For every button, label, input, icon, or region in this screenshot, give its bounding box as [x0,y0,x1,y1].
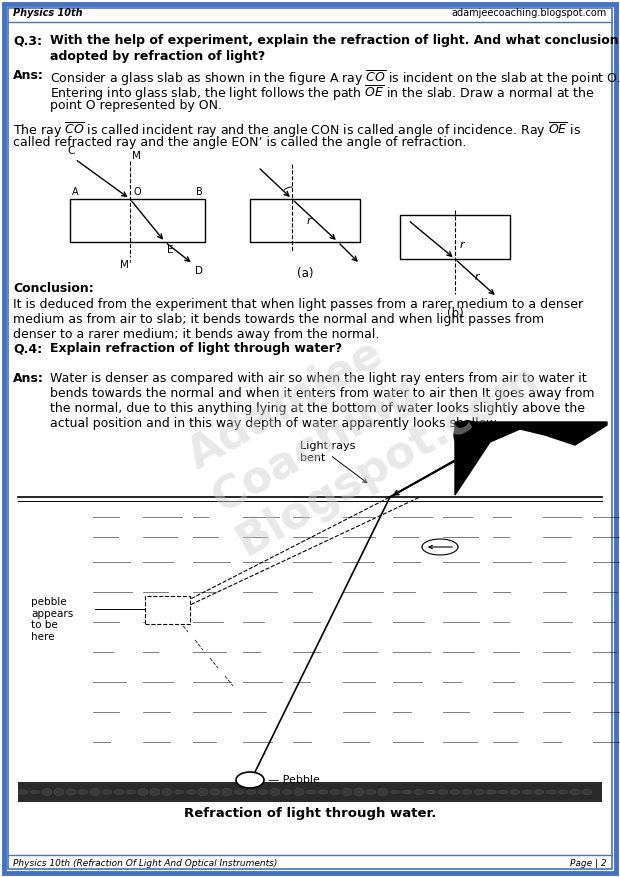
Bar [145,596,190,624]
Ellipse shape [114,788,124,795]
Ellipse shape [126,790,136,794]
Text: E: E [167,245,174,255]
Ellipse shape [66,788,76,795]
Ellipse shape [174,790,184,794]
Ellipse shape [438,788,448,795]
Text: Light rays
bent: Light rays bent [300,441,355,463]
Ellipse shape [236,772,264,788]
Ellipse shape [54,788,64,795]
Ellipse shape [390,788,400,795]
Ellipse shape [162,788,172,795]
Ellipse shape [474,789,484,795]
Ellipse shape [18,789,28,795]
Ellipse shape [318,789,328,795]
Text: Page | 2: Page | 2 [570,859,607,867]
Ellipse shape [534,789,544,795]
Text: r: r [475,272,480,282]
Ellipse shape [582,789,592,795]
Ellipse shape [522,790,532,795]
Text: M': M' [120,260,131,270]
Text: O: O [133,187,141,197]
Text: bends towards the normal and when it enters from water to air then It goes away : bends towards the normal and when it ent… [50,387,595,400]
Text: Adamjee
Coaching
Blogspot.com: Adamjee Coaching Blogspot.com [180,270,547,564]
Text: adamjeecoaching.blogspot.com: adamjeecoaching.blogspot.com [452,8,607,18]
Ellipse shape [234,788,244,795]
Text: The ray $\overline{CO}$ is called incident ray and the angle CON is called angle: The ray $\overline{CO}$ is called incide… [13,121,581,140]
Ellipse shape [330,789,340,795]
Ellipse shape [354,788,364,796]
Ellipse shape [570,790,580,794]
Ellipse shape [510,789,520,795]
Text: — Pebble: — Pebble [268,775,320,785]
Ellipse shape [42,789,52,795]
Text: B: B [197,187,203,197]
Ellipse shape [102,789,112,795]
Text: adopted by refraction of light?: adopted by refraction of light? [50,50,265,63]
Text: (b): (b) [446,307,463,320]
Bar [70,199,205,242]
Bar [400,215,510,259]
Text: Q.3:: Q.3: [13,34,42,47]
Ellipse shape [30,788,40,795]
Text: With the help of experiment, explain the refraction of light. And what conclusio: With the help of experiment, explain the… [50,34,620,47]
Bar [13,422,607,802]
Text: pebble
appears
to be
here: pebble appears to be here [31,597,73,642]
Text: r: r [460,240,464,250]
Ellipse shape [426,790,436,794]
Bar [250,199,360,242]
Text: Explain refraction of light through water?: Explain refraction of light through wate… [50,342,342,355]
Ellipse shape [150,790,160,794]
Text: A: A [72,187,79,197]
Ellipse shape [282,788,292,795]
Text: (a): (a) [297,267,313,280]
Text: Ans:: Ans: [13,69,44,82]
Text: D: D [195,266,203,276]
Ellipse shape [138,790,148,794]
Text: Conclusion:: Conclusion: [13,282,94,295]
Ellipse shape [270,789,280,795]
Ellipse shape [246,789,256,795]
Ellipse shape [258,790,268,794]
Ellipse shape [210,789,220,795]
Ellipse shape [546,789,556,795]
Ellipse shape [498,790,508,795]
Text: Physics 10th: Physics 10th [13,8,82,18]
Text: r: r [307,216,312,226]
Ellipse shape [198,789,208,795]
Ellipse shape [78,788,88,795]
Text: called refracted ray and the angle EON’ is called the angle of refraction.: called refracted ray and the angle EON’ … [13,136,466,149]
Ellipse shape [294,788,304,795]
Ellipse shape [306,789,316,795]
Text: the normal, due to this anything lying at the bottom of water looks slightly abo: the normal, due to this anything lying a… [50,402,585,415]
Ellipse shape [486,789,496,795]
Text: Refraction of light through water.: Refraction of light through water. [184,807,436,820]
Text: Consider a glass slab as shown in the figure A ray $\overline{CO}$ is incident o: Consider a glass slab as shown in the fi… [50,69,620,88]
Text: Ans:: Ans: [13,372,44,385]
Ellipse shape [462,788,472,795]
Ellipse shape [450,788,460,795]
Ellipse shape [186,789,196,795]
Ellipse shape [90,790,100,794]
Ellipse shape [222,788,232,796]
Ellipse shape [402,788,412,796]
Text: Water is denser as compared with air so when the light ray enters from air to wa: Water is denser as compared with air so … [50,372,587,385]
Text: denser to a rarer medium; it bends away from the normal.: denser to a rarer medium; it bends away … [13,328,379,341]
Bar [18,782,602,802]
Text: C: C [68,146,75,156]
Text: Physics 10th (Refraction Of Light And Optical Instruments): Physics 10th (Refraction Of Light And Op… [13,859,277,867]
Ellipse shape [366,788,376,795]
Ellipse shape [558,788,568,795]
Text: medium as from air to slab; it bends towards the normal and when light passes fr: medium as from air to slab; it bends tow… [13,313,544,326]
Ellipse shape [414,788,424,795]
Text: Entering into glass slab, the light follows the path $\overline{OE}$ in the slab: Entering into glass slab, the light foll… [50,84,595,103]
Ellipse shape [378,788,388,795]
Ellipse shape [342,789,352,795]
Text: point O represented by ON.: point O represented by ON. [50,99,222,112]
Polygon shape [455,422,607,495]
Text: M: M [132,151,141,161]
Text: Q.4:: Q.4: [13,342,42,355]
Text: actual position and in this way depth of water apparently looks shallow.: actual position and in this way depth of… [50,417,499,430]
Text: It is deduced from the experiment that when light passes from a rarer medium to : It is deduced from the experiment that w… [13,298,583,311]
